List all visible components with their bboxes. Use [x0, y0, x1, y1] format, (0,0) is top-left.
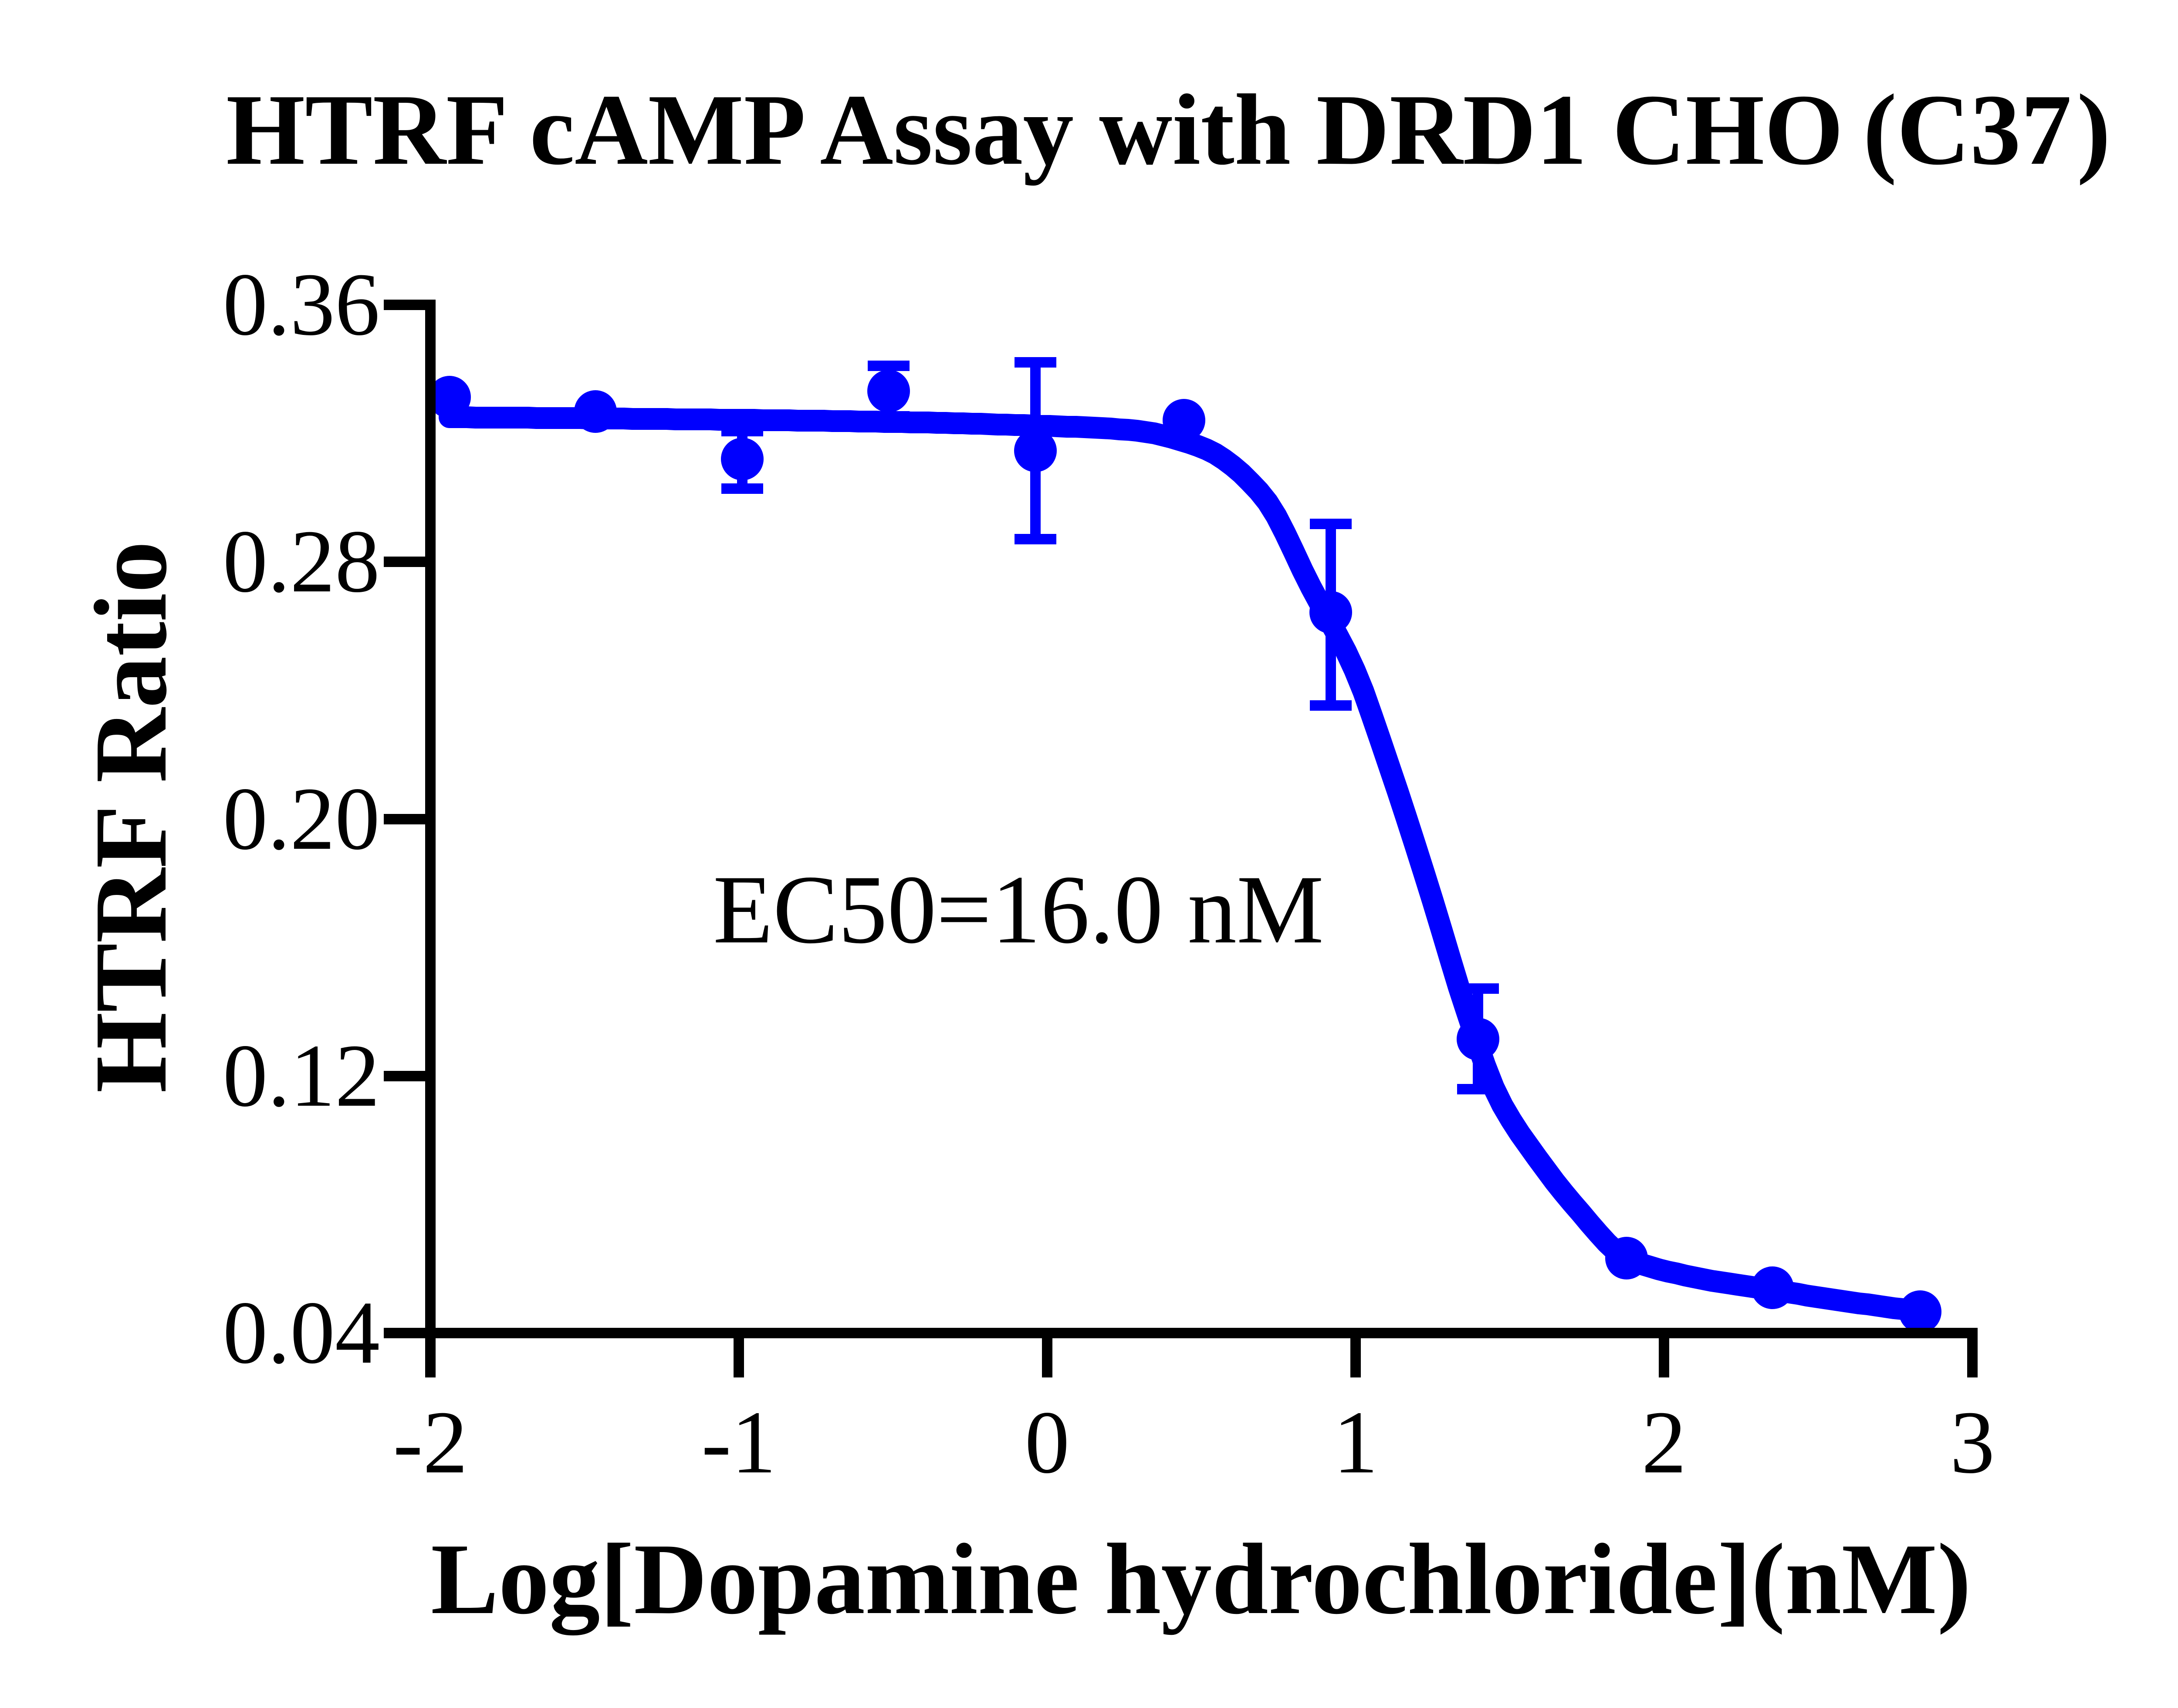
svg-text:0.04: 0.04 [223, 1283, 380, 1382]
svg-text:-1: -1 [701, 1392, 776, 1492]
svg-text:0.28: 0.28 [223, 511, 380, 611]
svg-text:-2: -2 [393, 1392, 468, 1492]
svg-text:Log[Dopamine hydrochloride](nM: Log[Dopamine hydrochloride](nM) [431, 1523, 1971, 1636]
svg-text:0.20: 0.20 [223, 769, 380, 868]
svg-text:2: 2 [1642, 1392, 1687, 1492]
svg-text:0: 0 [1025, 1392, 1070, 1492]
svg-text:0.12: 0.12 [223, 1026, 380, 1125]
svg-text:3: 3 [1950, 1392, 1995, 1492]
svg-text:HTRF Ratio: HTRF Ratio [74, 541, 188, 1093]
svg-text:HTRF cAMP Assay with DRD1 CHO(: HTRF cAMP Assay with DRD1 CHO (C37) [226, 74, 2110, 186]
svg-text:0.36: 0.36 [223, 254, 380, 354]
svg-text:1: 1 [1333, 1392, 1378, 1492]
svg-text:EC50=16.0 nM: EC50=16.0 nM [713, 855, 1324, 964]
